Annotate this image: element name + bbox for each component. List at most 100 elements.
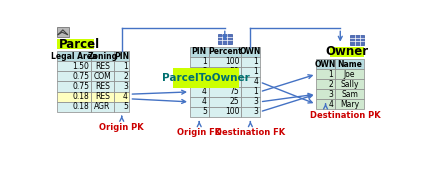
Text: 2: 2 [202, 67, 207, 76]
Text: Name: Name [337, 60, 362, 69]
Text: 1: 1 [202, 57, 207, 66]
Text: 5: 5 [123, 102, 128, 111]
Text: OWN: OWN [315, 60, 336, 69]
Text: ParcelToOwner: ParcelToOwner [162, 73, 250, 83]
Bar [91, 51, 114, 61]
Bar [57, 102, 91, 112]
Bar [316, 99, 335, 109]
Text: 100: 100 [225, 107, 240, 116]
Bar [57, 39, 94, 49]
Text: 4: 4 [328, 100, 333, 109]
Text: Percent: Percent [208, 47, 242, 56]
Bar [208, 67, 241, 77]
Text: 0.18: 0.18 [73, 92, 89, 101]
Text: Destination FK: Destination FK [215, 128, 285, 137]
Bar [57, 51, 91, 61]
Text: Owner: Owner [326, 45, 369, 58]
Text: 0.75: 0.75 [72, 82, 89, 91]
Bar [114, 51, 130, 61]
Bar [316, 79, 335, 89]
Bar [57, 92, 91, 102]
Bar [335, 69, 364, 79]
Text: 4: 4 [202, 97, 207, 106]
Bar [316, 59, 335, 69]
Text: 4: 4 [202, 87, 207, 96]
Bar [91, 61, 114, 71]
Text: Mary: Mary [340, 100, 359, 109]
Bar [91, 81, 114, 92]
Bar [173, 68, 239, 88]
Text: 0.18: 0.18 [73, 102, 89, 111]
Bar [208, 87, 241, 97]
Bar [330, 47, 364, 57]
Bar [57, 61, 91, 71]
Bar [241, 107, 260, 117]
Text: Sam: Sam [341, 90, 358, 99]
Text: 4: 4 [123, 92, 128, 101]
Bar [208, 57, 241, 67]
Bar [350, 35, 364, 45]
Text: Sally: Sally [340, 80, 359, 89]
Bar [335, 79, 364, 89]
Text: PIN: PIN [114, 52, 129, 61]
Bar [190, 47, 208, 57]
Text: 3: 3 [253, 107, 258, 116]
Bar [241, 97, 260, 107]
Text: 1: 1 [253, 67, 258, 76]
Text: 2: 2 [329, 80, 333, 89]
Bar [208, 77, 241, 87]
Text: Joe: Joe [344, 70, 355, 79]
Text: 1: 1 [253, 57, 258, 66]
Text: 3: 3 [123, 82, 128, 91]
Bar [91, 102, 114, 112]
Text: 50: 50 [230, 67, 240, 76]
Bar [57, 81, 91, 92]
Text: 5: 5 [202, 107, 207, 116]
Text: RES: RES [95, 92, 110, 101]
Bar [190, 107, 208, 117]
Text: 1: 1 [329, 70, 333, 79]
Bar [114, 92, 130, 102]
Bar [316, 69, 335, 79]
Text: 2: 2 [123, 72, 128, 81]
Bar [91, 71, 114, 81]
Bar [335, 99, 364, 109]
Text: 1: 1 [253, 87, 258, 96]
Text: 3: 3 [328, 90, 333, 99]
Text: Origin FK: Origin FK [177, 128, 221, 137]
Bar [114, 81, 130, 92]
Text: COM: COM [94, 72, 111, 81]
Bar [190, 57, 208, 67]
Text: 3: 3 [253, 97, 258, 106]
Text: 75: 75 [230, 77, 240, 86]
Text: AGR: AGR [94, 102, 111, 111]
Bar [241, 67, 260, 77]
Text: 1.50: 1.50 [72, 62, 89, 71]
Text: 4: 4 [253, 77, 258, 86]
Bar [241, 77, 260, 87]
Text: Destination PK: Destination PK [310, 111, 380, 120]
Bar [241, 87, 260, 97]
Bar [57, 71, 91, 81]
Text: RES: RES [95, 62, 110, 71]
Bar [208, 97, 241, 107]
Bar [316, 89, 335, 99]
Bar [57, 27, 69, 37]
Bar [190, 97, 208, 107]
Text: Origin PK: Origin PK [100, 123, 144, 132]
Bar [335, 89, 364, 99]
Bar [190, 87, 208, 97]
Text: 25: 25 [230, 97, 240, 106]
Bar [114, 61, 130, 71]
Text: OWN: OWN [240, 47, 261, 56]
Bar [114, 102, 130, 112]
Text: 1: 1 [123, 62, 128, 71]
Bar [208, 47, 241, 57]
Bar [208, 107, 241, 117]
Text: 75: 75 [230, 87, 240, 96]
Bar [241, 47, 260, 57]
Text: Parcel: Parcel [59, 38, 100, 51]
Text: Legal Area: Legal Area [51, 52, 97, 61]
Text: 100: 100 [225, 57, 240, 66]
Bar [190, 67, 208, 77]
